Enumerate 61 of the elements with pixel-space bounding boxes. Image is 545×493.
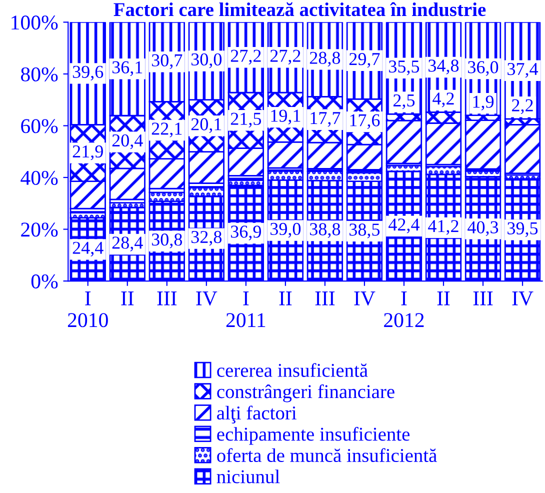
x-tick-label: I 2011	[226, 292, 266, 328]
data-label: 28,8	[310, 52, 340, 67]
data-label: 20,1	[191, 118, 222, 133]
data-label: 21,5	[230, 112, 262, 128]
y-tick-label: 80%	[21, 67, 58, 82]
x-tick-label: IV	[354, 292, 376, 306]
legend-label: niciunul	[216, 470, 280, 484]
chart-title: Factori care limitează activitatea în industrie	[114, 2, 486, 16]
x-tick-label: III	[157, 292, 177, 306]
data-label: 36,9	[230, 226, 261, 240]
data-label: 40,3	[468, 221, 498, 236]
data-label: 27,2	[230, 50, 261, 65]
data-label: 19,1	[271, 110, 300, 124]
data-label: 1,9	[473, 96, 494, 110]
data-label: 27,2	[270, 50, 300, 65]
data-label: 30,8	[152, 233, 182, 248]
data-label: 17,6	[350, 114, 380, 129]
legend-label: cererea insuficientă	[217, 363, 368, 377]
data-label: 36,1	[112, 61, 142, 76]
data-label: 24,4	[72, 242, 104, 257]
data-label: 20,4	[112, 134, 143, 150]
data-label: 30,7	[152, 54, 182, 70]
y-tick-label: 0%	[31, 274, 58, 289]
legend-label: oferta de muncă insuficientă	[217, 448, 437, 462]
data-label: 36,0	[468, 61, 498, 76]
data-label: 38,8	[310, 223, 340, 238]
x-tick-label: III	[473, 292, 493, 306]
x-tick-label: II	[121, 292, 134, 306]
data-label: 39,5	[508, 222, 538, 238]
data-label: 2,5	[393, 94, 415, 110]
data-label: 29,7	[349, 53, 380, 68]
data-label: 21,9	[72, 145, 103, 160]
x-tick-label: III	[315, 292, 335, 306]
data-label: 42,4	[388, 218, 420, 234]
x-tick-label: IV	[512, 292, 534, 306]
data-label: 34,8	[428, 60, 459, 74]
y-tick-label: 60%	[21, 119, 58, 134]
data-label: 39,0	[270, 222, 301, 238]
x-tick-label: II	[279, 292, 292, 306]
data-label: 28,4	[112, 236, 143, 252]
data-label: 22,1	[152, 122, 182, 138]
x-tick-label: I 2010	[68, 292, 108, 328]
legend-label: echipamente insuficiente	[217, 426, 410, 445]
data-label: 32,8	[191, 230, 222, 246]
y-tick-label: 40%	[20, 170, 58, 185]
y-tick-label: 100%	[12, 16, 58, 30]
x-tick-label: IV	[196, 292, 218, 306]
legend-label: alţi factori	[217, 406, 296, 424]
data-label: 35,5	[389, 60, 420, 76]
data-label: 37,4	[508, 62, 538, 78]
data-label: 17,7	[310, 112, 340, 127]
x-tick-label: II	[437, 292, 450, 306]
data-label: 4,2	[432, 92, 454, 108]
x-tick-label: I 2012	[384, 292, 424, 328]
data-label: 30,0	[191, 53, 222, 68]
data-label: 38,5	[350, 224, 380, 238]
data-label: 39,6	[72, 66, 104, 81]
data-label: 2,2	[512, 99, 533, 114]
data-label: 41,2	[428, 220, 458, 235]
y-tick-label: 20%	[21, 222, 58, 237]
legend-label: constrângeri financiare	[217, 384, 394, 402]
